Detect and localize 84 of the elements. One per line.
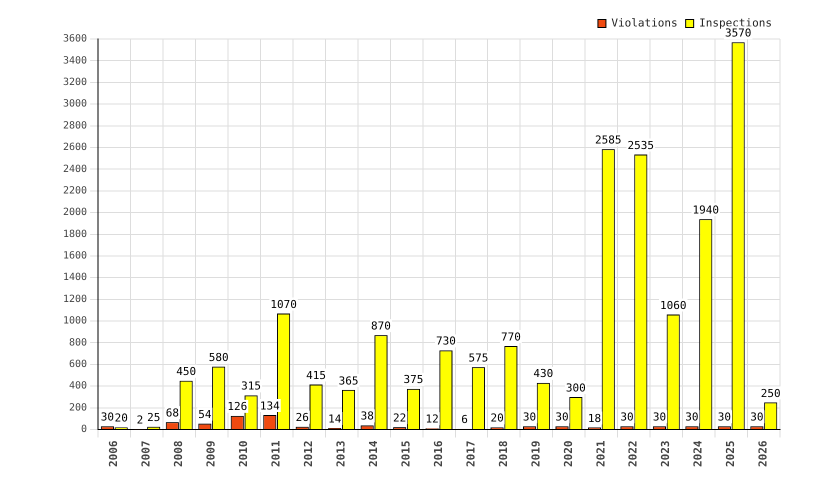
x-tick-label: 2016: [432, 440, 445, 468]
y-tick-label: 1200: [62, 294, 88, 305]
x-tick-label: 2023: [659, 440, 672, 468]
data-label: 20: [490, 412, 504, 425]
legend-label: Inspections: [699, 16, 772, 30]
data-label: 6: [461, 413, 468, 426]
x-tick-label: 2022: [626, 440, 640, 468]
data-label: 68: [166, 406, 179, 420]
data-label: 134: [260, 399, 280, 412]
data-label: 730: [436, 334, 456, 348]
y-tick-label: 2400: [62, 164, 88, 175]
x-tick-label: 2012: [302, 440, 316, 468]
y-tick-label: 1400: [62, 272, 88, 284]
data-label: 30: [718, 410, 732, 424]
data-label: 375: [404, 373, 424, 386]
data-label: 450: [176, 365, 196, 378]
data-label: 2585: [595, 133, 622, 146]
data-label: 30: [685, 410, 699, 424]
y-tick-label: 2000: [62, 207, 88, 218]
x-tick-label: 2010: [237, 440, 250, 468]
x-tick-label: 2024: [692, 440, 705, 468]
data-label: 25: [147, 411, 160, 424]
y-tick-label: 3200: [62, 76, 88, 88]
data-label: 30: [750, 410, 764, 424]
x-tick-label: 2011: [270, 440, 283, 468]
data-label: 54: [198, 408, 212, 422]
data-label: 38: [360, 410, 374, 423]
legend-label: Violations: [611, 16, 678, 30]
x-tick-label: 2020: [562, 440, 575, 468]
y-tick-label: 1600: [62, 250, 88, 262]
data-label: 1060: [660, 298, 686, 312]
data-label: 30: [620, 410, 634, 424]
data-label: 14: [328, 412, 342, 426]
y-tick-label: 2200: [62, 185, 88, 196]
data-label: 18: [588, 412, 602, 425]
y-tick-label: 400: [69, 380, 88, 392]
data-label: 300: [566, 381, 586, 394]
data-label: 415: [306, 368, 326, 382]
data-label: 26: [296, 411, 309, 424]
y-tick-label: 0: [81, 424, 88, 436]
x-tick-label: 2026: [756, 440, 770, 468]
data-label: 250: [760, 386, 781, 400]
y-tick-label: 2800: [62, 120, 88, 132]
x-tick-label: 2008: [172, 440, 186, 468]
data-label: 3570: [724, 26, 752, 40]
data-label: 12: [426, 412, 439, 426]
x-tick-label: 2014: [366, 440, 380, 468]
data-label: 2: [136, 414, 144, 427]
y-tick-label: 3600: [62, 34, 88, 45]
data-label: 580: [208, 350, 229, 364]
y-tick-label: 2600: [62, 142, 88, 154]
x-tick-label: 2018: [496, 440, 510, 468]
data-label: 430: [533, 367, 554, 380]
x-tick-label: 2013: [334, 440, 348, 468]
y-tick-label: 1800: [62, 228, 88, 240]
x-tick-label: 2007: [140, 440, 153, 468]
x-tick-label: 2015: [399, 440, 412, 468]
data-label: 1940: [692, 203, 719, 216]
data-label: 315: [241, 380, 262, 393]
y-tick-label: 200: [69, 402, 88, 414]
data-label: 30: [555, 410, 569, 424]
y-tick-label: 3000: [62, 98, 88, 110]
data-label: 870: [371, 319, 391, 332]
y-tick-label: 1000: [62, 316, 88, 327]
data-label: 365: [338, 374, 358, 388]
y-tick-label: 600: [69, 359, 88, 370]
y-tick-label: 3400: [62, 55, 88, 66]
x-tick-label: 2006: [107, 440, 120, 468]
data-label: 30: [652, 410, 666, 424]
x-tick-label: 2009: [204, 440, 218, 468]
y-tick-label: 800: [69, 337, 88, 348]
data-label: 575: [468, 351, 488, 364]
data-label: 126: [227, 400, 248, 414]
data-label: 770: [500, 330, 521, 344]
data-label: 30: [100, 410, 114, 424]
data-label: 2535: [628, 138, 654, 152]
x-tick-label: 2019: [529, 440, 542, 468]
data-label: 22: [393, 411, 406, 424]
data-label: 20: [114, 412, 128, 425]
data-label: 1070: [270, 298, 297, 311]
x-tick-label: 2017: [464, 440, 478, 468]
data-label: 30: [522, 410, 536, 424]
x-tick-label: 2021: [594, 440, 608, 468]
x-tick-label: 2025: [724, 440, 738, 468]
